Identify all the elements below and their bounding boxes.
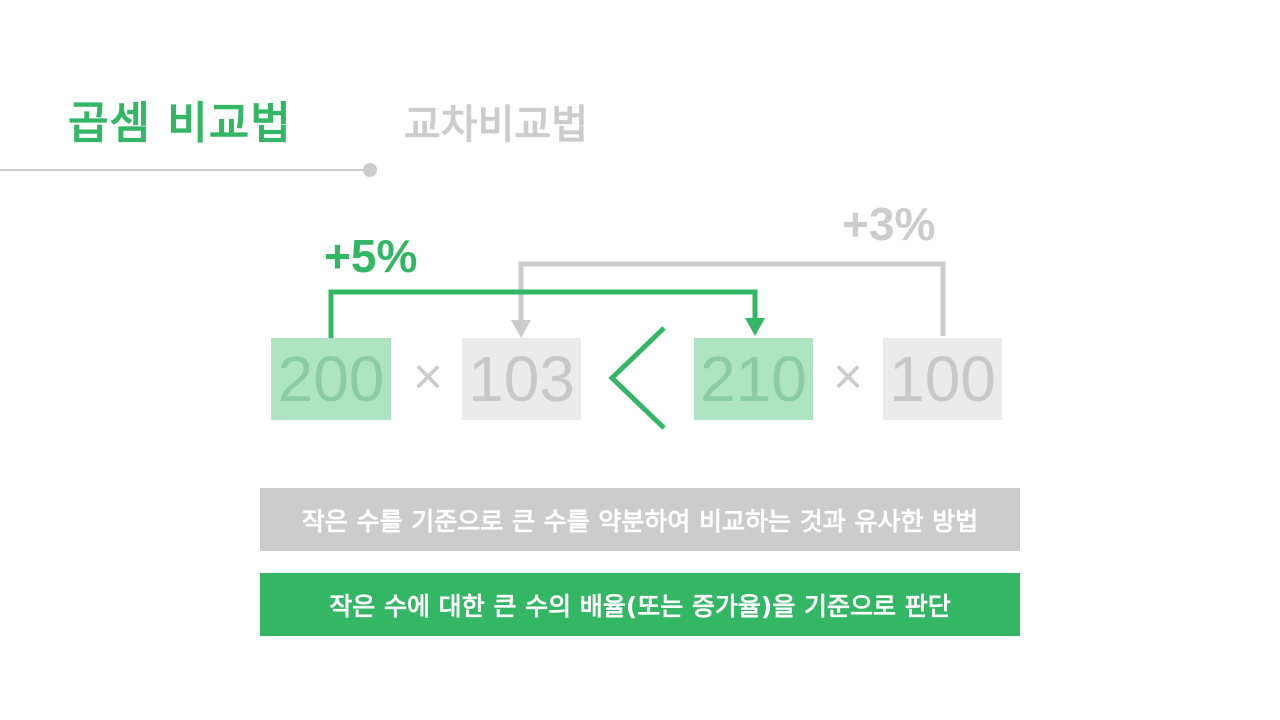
- page-title: 곱셈 비교법: [68, 98, 292, 149]
- left-number-b: 103: [462, 338, 581, 420]
- right-number-a: 210: [694, 338, 813, 420]
- green-explanation-banner: 작은 수에 대한 큰 수의 배율(또는 증가율)을 기준으로 판단: [260, 573, 1020, 636]
- page-subtitle: 교차비교법: [404, 102, 588, 148]
- divider-line: [0, 169, 370, 171]
- gray-explanation-banner: 작은 수를 기준으로 큰 수를 약분하여 비교하는 것과 유사한 방법: [260, 488, 1020, 551]
- gray-arrowhead: [511, 320, 531, 338]
- left-number-a: 200: [271, 338, 391, 420]
- times-symbol-left: ×: [412, 348, 444, 406]
- right-number-b: 100: [883, 338, 1002, 420]
- green-percent-label: +5%: [324, 230, 418, 282]
- green-arrowhead: [745, 318, 765, 336]
- gray-percent-label: +3%: [842, 198, 936, 250]
- green-bracket-arrow: [328, 289, 758, 338]
- gray-bracket-arrow: [518, 261, 946, 336]
- divider-dot: [363, 163, 377, 177]
- times-symbol-right: ×: [832, 348, 864, 406]
- less-than-symbol: [608, 326, 666, 430]
